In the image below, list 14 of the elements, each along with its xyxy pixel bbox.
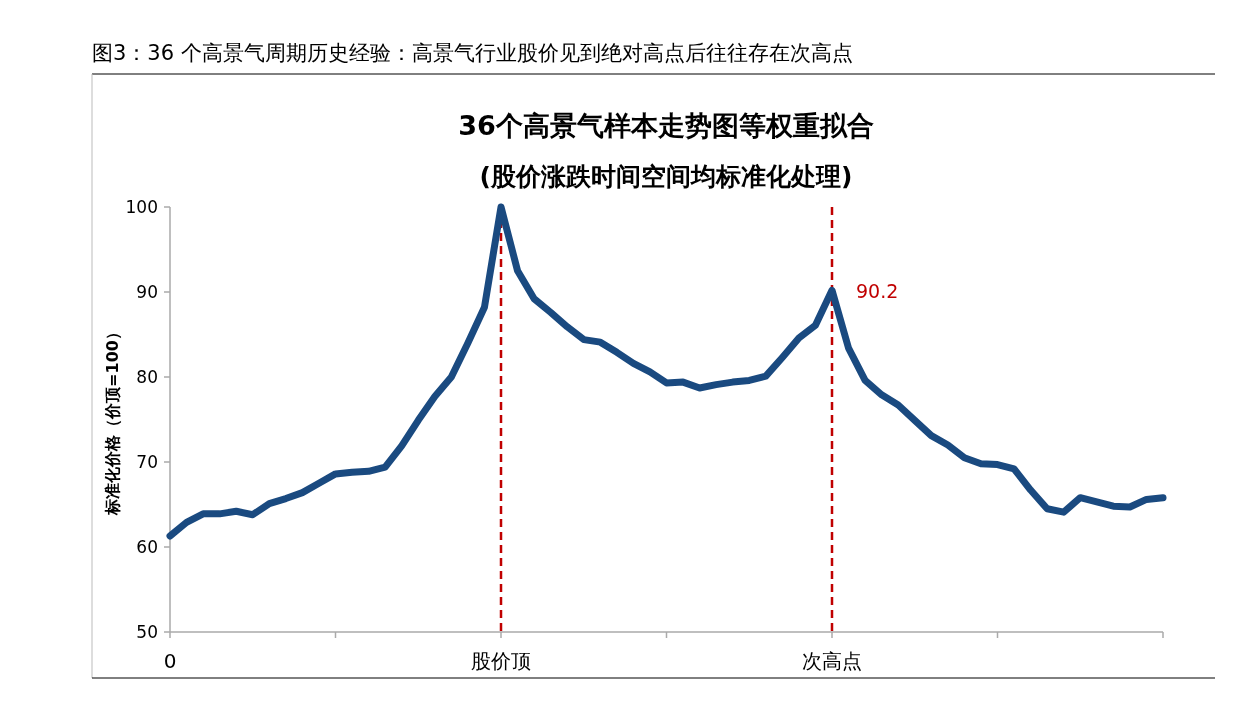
y-tick-label: 80: [136, 367, 158, 387]
x-tick-label: 次高点: [802, 649, 862, 673]
caption: 图3：36 个高景气周期历史经验：高景气行业股价见到绝对高点后往往存在次高点: [92, 41, 853, 65]
y-tick-label: 100: [125, 197, 158, 217]
chart-title: 36个高景气样本走势图等权重拟合: [458, 110, 874, 141]
x-tick-label: 0: [163, 649, 177, 673]
x-tick-label: 股价顶: [471, 649, 531, 673]
y-tick-label: 70: [136, 452, 158, 472]
chart-subtitle: (股价涨跌时间空间均标准化处理): [479, 162, 853, 191]
y-tick-label: 50: [136, 622, 158, 642]
y-tick-label: 60: [136, 537, 158, 557]
y-axis-title: 标准化价格（价顶=100）: [103, 324, 122, 516]
y-tick-label: 90: [136, 282, 158, 302]
annotation: 90.2: [856, 280, 899, 303]
